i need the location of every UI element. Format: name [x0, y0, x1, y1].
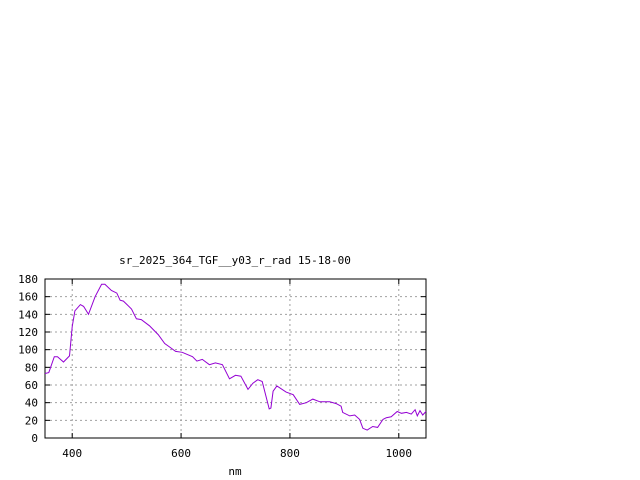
y-tick-label: 180: [18, 273, 38, 286]
y-tick-label: 60: [25, 379, 38, 392]
x-tick-label: 400: [62, 447, 82, 460]
x-axis: 400 600 800 1000: [62, 279, 412, 460]
y-tick-label: 80: [25, 361, 38, 374]
y-tick-label: 20: [25, 414, 38, 427]
series-line: [44, 283, 427, 431]
x-tick-label: 1000: [386, 447, 413, 460]
y-tick-label: 160: [18, 291, 38, 304]
x-tick-label: 800: [280, 447, 300, 460]
x-axis-label: nm: [228, 465, 242, 478]
y-tick-label: 40: [25, 397, 38, 410]
y-axis: 0 20 40 60 80 100 120 140 160 180: [18, 273, 426, 445]
y-tick-label: 140: [18, 308, 38, 321]
y-tick-label: 0: [31, 432, 38, 445]
y-tick-label: 120: [18, 326, 38, 339]
chart-title: sr_2025_364_TGF__y03_r_rad 15-18-00: [119, 254, 351, 267]
y-tick-label: 100: [18, 344, 38, 357]
plot-border: [44, 278, 427, 439]
x-tick-label: 600: [171, 447, 191, 460]
grid: [45, 279, 426, 438]
